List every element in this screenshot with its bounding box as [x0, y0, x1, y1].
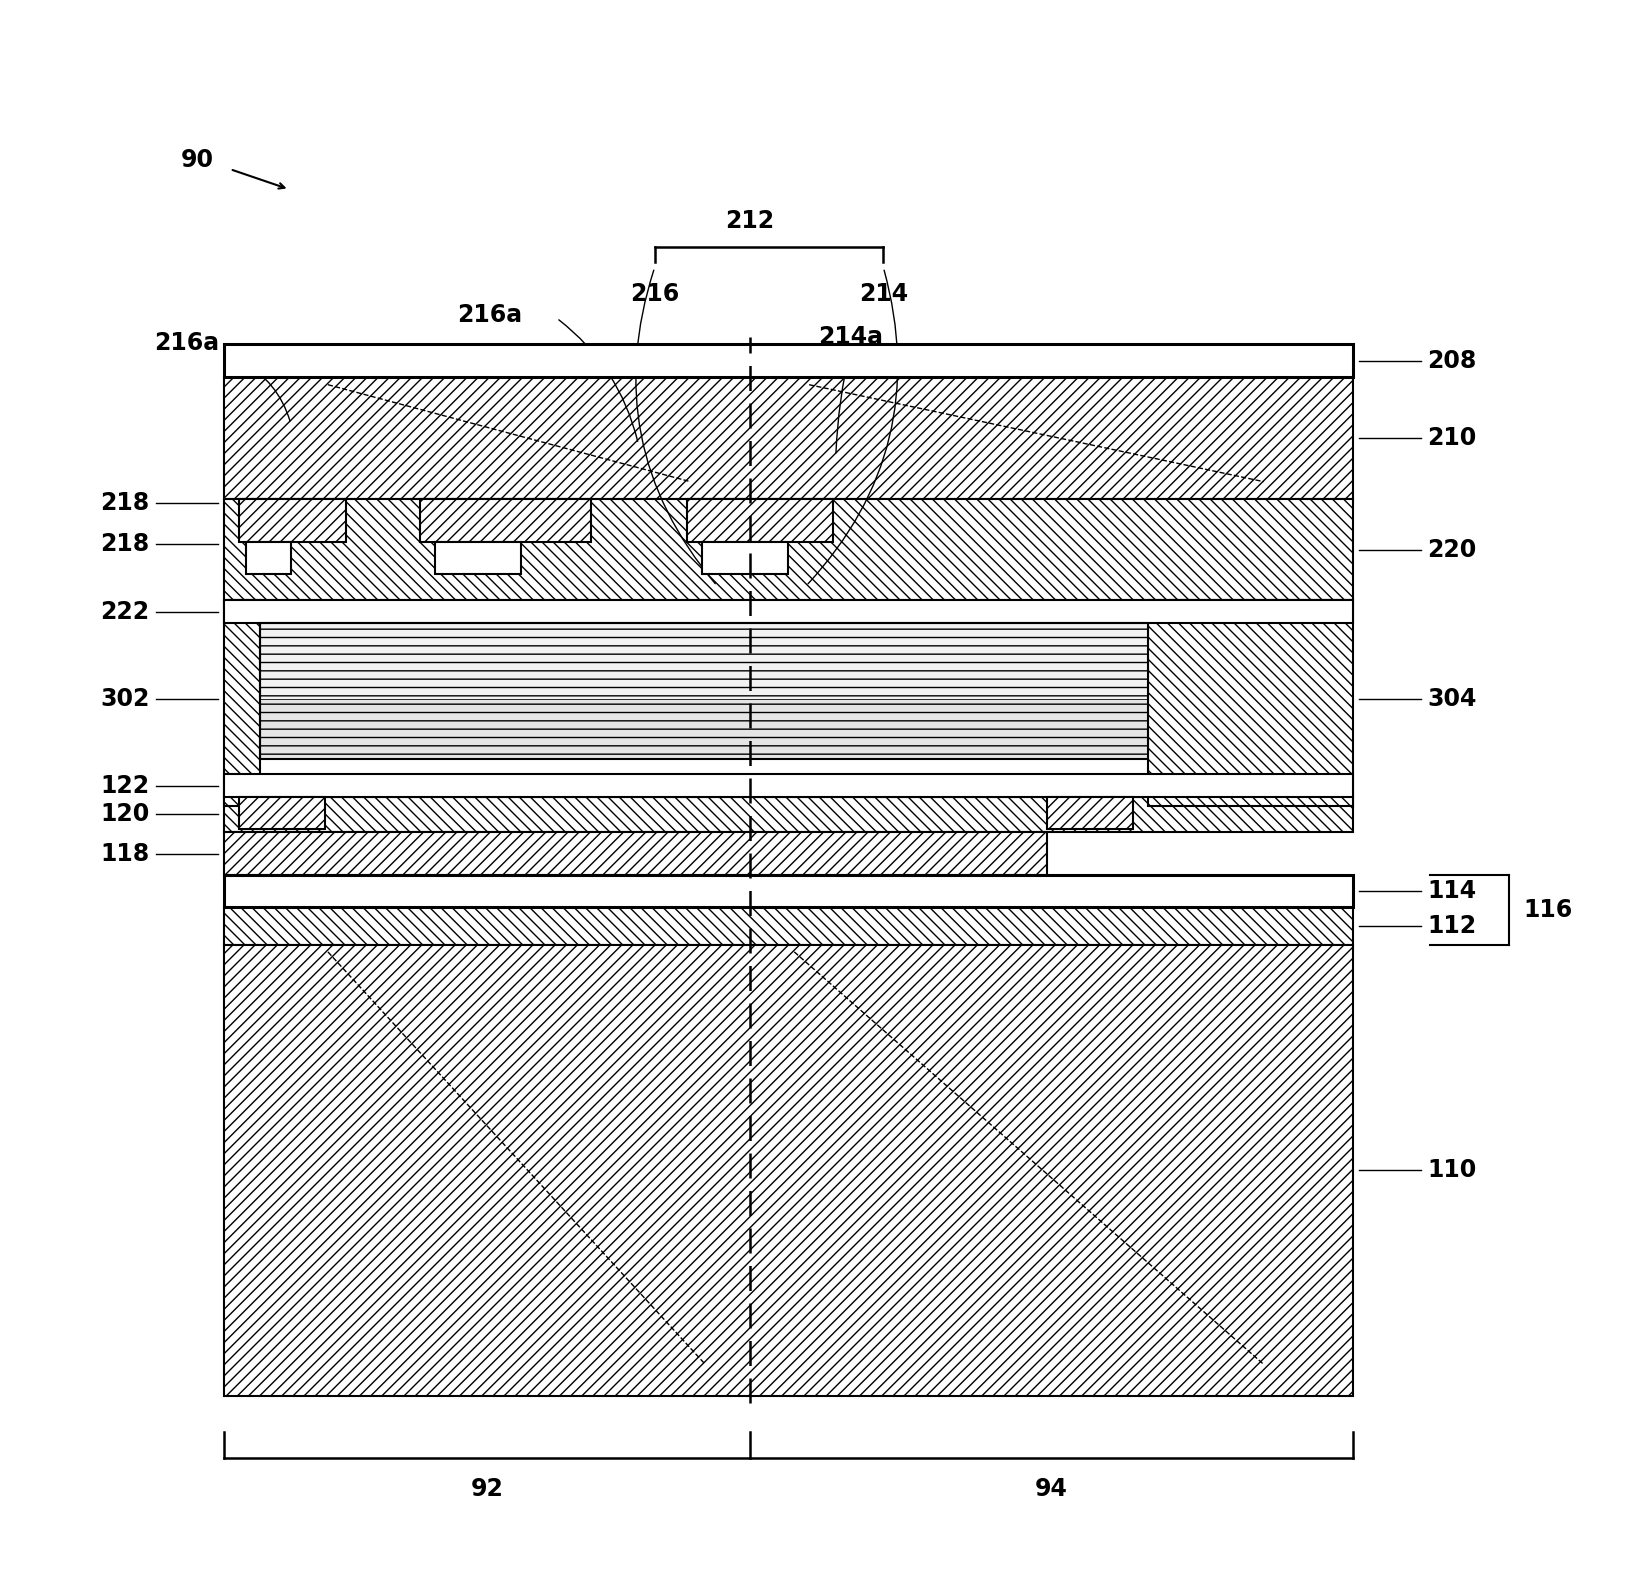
Text: 110: 110	[1427, 1158, 1476, 1183]
Bar	[223, 796, 1353, 831]
Text: 304: 304	[1427, 687, 1476, 710]
Bar	[223, 377, 1353, 500]
Bar	[259, 699, 1148, 759]
Bar	[420, 500, 591, 542]
Bar	[223, 831, 1046, 875]
Bar	[259, 624, 1148, 699]
Bar	[703, 542, 788, 575]
Bar	[1148, 600, 1353, 806]
Bar	[223, 906, 1353, 944]
Text: 218: 218	[100, 533, 149, 556]
Text: 210: 210	[1427, 426, 1476, 451]
Bar	[223, 600, 259, 806]
Text: 214a: 214a	[818, 325, 883, 349]
Bar	[223, 600, 1353, 624]
Text: 216: 216	[631, 281, 680, 306]
Text: 114: 114	[1427, 880, 1476, 903]
Text: 118: 118	[100, 842, 149, 866]
Text: 216a: 216a	[456, 303, 522, 327]
Bar	[246, 542, 291, 575]
Text: 112: 112	[1427, 914, 1476, 938]
Bar	[1046, 796, 1133, 829]
Text: 302: 302	[100, 687, 149, 710]
Bar	[238, 796, 325, 829]
Bar	[223, 944, 1353, 1397]
Text: 90: 90	[181, 148, 213, 173]
Text: 94: 94	[1034, 1477, 1067, 1502]
Bar	[238, 500, 346, 542]
Bar	[259, 624, 1148, 759]
Bar	[223, 875, 1353, 906]
Text: 208: 208	[1427, 349, 1476, 372]
Text: 218: 218	[100, 492, 149, 515]
Text: 120: 120	[100, 803, 149, 826]
Text: 214: 214	[859, 281, 908, 306]
Text: 122: 122	[100, 773, 149, 798]
Text: 116: 116	[1524, 899, 1573, 922]
Bar	[223, 775, 1353, 796]
Text: 212: 212	[726, 209, 775, 233]
Text: 222: 222	[100, 600, 149, 624]
Text: 92: 92	[470, 1477, 504, 1502]
Bar	[223, 500, 1353, 600]
Text: 216a: 216a	[154, 331, 220, 355]
Bar	[435, 542, 521, 575]
Bar	[688, 500, 832, 542]
Bar	[223, 344, 1353, 377]
Text: 220: 220	[1427, 537, 1476, 562]
